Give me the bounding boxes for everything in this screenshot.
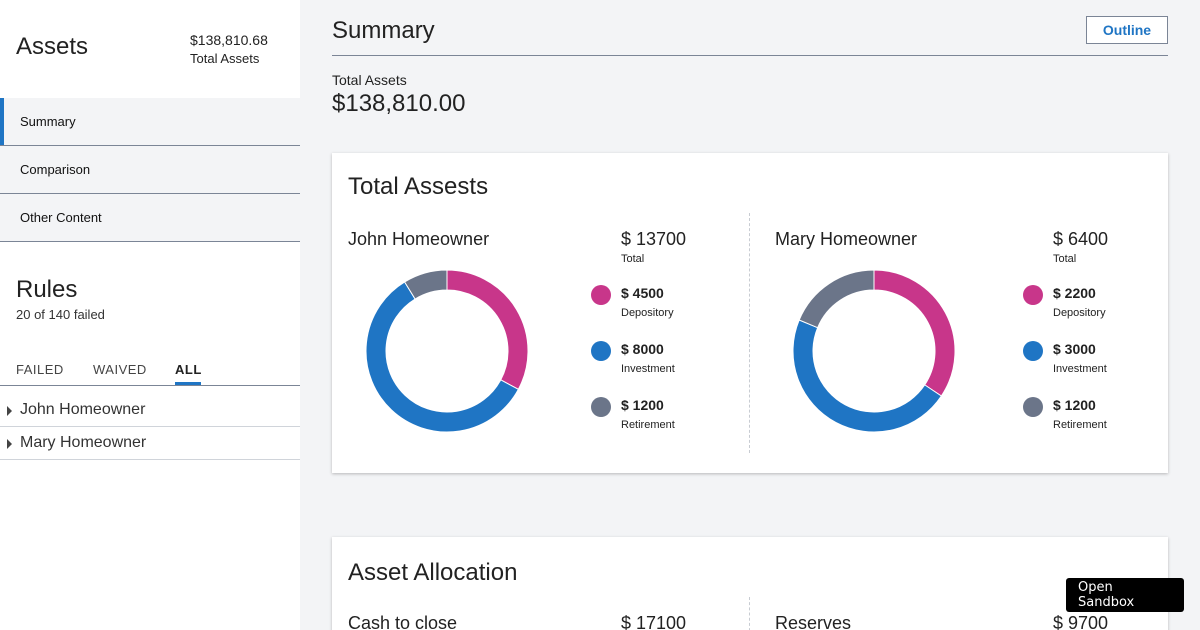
donut-slice-investment [366, 281, 520, 432]
donut-chart-mary [793, 270, 955, 432]
retirement-dot [591, 397, 611, 417]
card-title: Asset Allocation [348, 559, 518, 586]
title-divider [332, 55, 1168, 56]
legend-label-retirement: Retirement [621, 419, 675, 431]
investment-dot [1023, 341, 1043, 361]
rules-tabs: FAILED WAIVED ALL [0, 352, 300, 386]
legend-amount-depository: $ 4500 [621, 285, 664, 301]
total-assets-card: Total Assests John Homeowner $ 13700 Tot… [332, 153, 1168, 473]
donut-slice-depository [873, 270, 955, 397]
sidebar-item-other-content[interactable]: Other Content [0, 194, 300, 242]
assets-header: Assets $138,810.68 Total Assets [0, 0, 300, 98]
reserves-label: Reserves [775, 613, 852, 630]
legend-amount-investment: $ 8000 [621, 341, 664, 357]
column-divider [749, 597, 750, 630]
legend-amount-depository: $ 2200 [1053, 285, 1096, 301]
sidebar: Assets $138,810.68 Total Assets Summary … [0, 0, 300, 630]
cash-to-close-label: Cash to close [348, 613, 458, 630]
donut-slice-depository [446, 270, 528, 391]
donut-slice-retirement [798, 270, 875, 329]
total-assets-value: $138,810.00 [332, 90, 466, 117]
sidebar-item-summary[interactable]: Summary [0, 98, 300, 146]
person-name-john: John Homeowner [348, 229, 490, 249]
legend-amount-retirement: $ 1200 [621, 397, 664, 413]
rule-group-mary[interactable]: Mary Homeowner [0, 427, 300, 460]
caret-right-icon [7, 406, 12, 416]
column-divider [749, 213, 750, 453]
legend-amount-retirement: $ 1200 [1053, 397, 1096, 413]
person-name-mary: Mary Homeowner [775, 229, 918, 249]
legend-label-retirement: Retirement [1053, 419, 1107, 431]
retirement-dot [1023, 397, 1043, 417]
tab-failed[interactable]: FAILED [16, 362, 64, 377]
depository-dot [591, 285, 611, 305]
page-title: Summary [332, 17, 435, 44]
tab-all[interactable]: ALL [175, 362, 202, 377]
rule-group-label: John Homeowner [20, 401, 146, 418]
donut-slice-investment [793, 319, 943, 432]
legend-amount-investment: $ 3000 [1053, 341, 1096, 357]
tab-waived[interactable]: WAIVED [93, 362, 147, 377]
sidebar-item-comparison[interactable]: Comparison [0, 146, 300, 194]
rule-group-john[interactable]: John Homeowner [0, 394, 300, 427]
active-tab-indicator [175, 382, 201, 385]
sidebar-nav: Summary Comparison Other Content [0, 98, 300, 242]
caret-right-icon [7, 439, 12, 449]
card-title: Total Assests [348, 173, 489, 200]
assets-total-caption: Total Assets [190, 51, 260, 66]
legend-label-depository: Depository [621, 307, 674, 319]
donut-chart-john [366, 270, 528, 432]
person-total-john: $ 13700 [621, 229, 687, 249]
rules-title: Rules [16, 276, 78, 303]
depository-dot [1023, 285, 1043, 305]
outline-button[interactable]: Outline [1086, 16, 1168, 44]
rule-group-label: Mary Homeowner [20, 434, 147, 451]
asset-allocation-card: Asset Allocation Cash to close $ 17100 R… [332, 537, 1168, 630]
legend-label-investment: Investment [1053, 363, 1107, 375]
person-total-caption: Total [621, 253, 645, 265]
legend-label-investment: Investment [621, 363, 675, 375]
total-assets-label: Total Assets [332, 72, 407, 88]
assets-total-amount: $138,810.68 [190, 32, 268, 48]
person-total-caption: Total [1053, 253, 1077, 265]
person-total-mary: $ 6400 [1053, 229, 1109, 249]
investment-dot [591, 341, 611, 361]
donut-slice-retirement [403, 270, 448, 300]
reserves-value: $ 9700 [1053, 613, 1109, 630]
open-sandbox-button[interactable]: Open Sandbox [1066, 578, 1184, 612]
cash-to-close-value: $ 17100 [621, 613, 687, 630]
assets-title: Assets [16, 33, 89, 60]
legend-label-depository: Depository [1053, 307, 1106, 319]
rules-subtitle: 20 of 140 failed [16, 307, 105, 322]
